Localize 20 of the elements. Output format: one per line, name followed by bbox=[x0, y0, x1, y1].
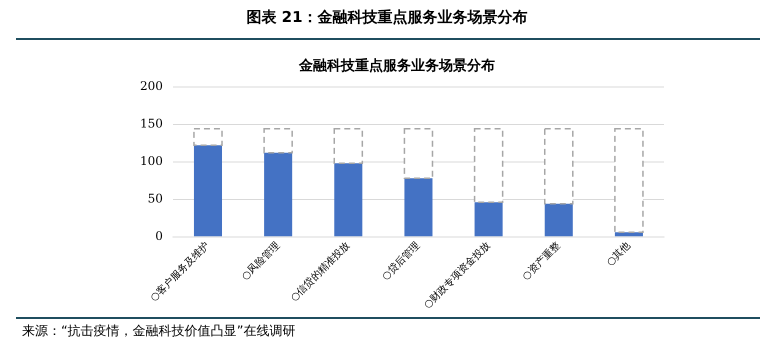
source-note: 来源：“抗击疫情，金融科技价值凸显”在线调研 bbox=[22, 323, 296, 340]
y-tick-label: 100 bbox=[140, 154, 163, 168]
y-tick-label: 50 bbox=[148, 191, 163, 206]
y-tick-label: 200 bbox=[140, 78, 163, 93]
y-tick-label: 150 bbox=[140, 116, 163, 130]
bar bbox=[614, 232, 643, 236]
x-tick-label: ○其他 bbox=[604, 239, 633, 268]
bar bbox=[544, 204, 573, 236]
x-tick-label: ○贷后管理 bbox=[379, 239, 422, 282]
bar bbox=[474, 202, 503, 236]
x-tick-label: ○信贷的精准投放 bbox=[288, 239, 352, 304]
bar bbox=[404, 178, 432, 236]
bar bbox=[334, 163, 362, 236]
chart-title: 金融科技重点服务业务场景分布 bbox=[298, 58, 495, 74]
x-tick-label: ○财政专项资金投放 bbox=[421, 239, 493, 311]
x-tick-label: ○风险管理 bbox=[239, 239, 282, 282]
bar bbox=[264, 152, 292, 236]
x-tick-label: ○资产重整 bbox=[520, 239, 563, 282]
bar bbox=[194, 145, 222, 236]
chart-subtitle: 图表 21：金融科技重点服务业务场景分布 bbox=[245, 8, 529, 27]
